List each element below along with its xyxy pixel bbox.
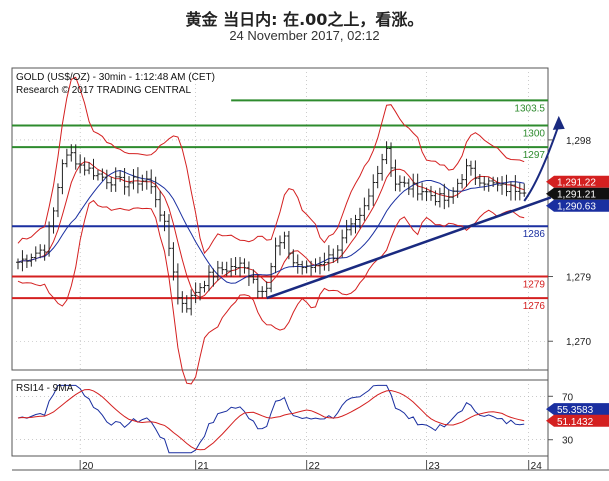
rsi-badge bbox=[546, 403, 609, 416]
time-tick-label: 22 bbox=[309, 461, 321, 472]
upper-band bbox=[17, 76, 525, 255]
price-tick-label: 1,298 bbox=[566, 136, 591, 147]
copyright-label: Research © 2017 TRADING CENTRAL bbox=[16, 85, 191, 96]
level-label: 1286 bbox=[523, 229, 546, 240]
rsi-badge bbox=[546, 414, 609, 427]
level-label: 1300 bbox=[523, 129, 546, 140]
instrument-label: GOLD (US$/OZ) - 30min - 1:12:48 AM (CET) bbox=[16, 72, 215, 83]
price-panel-frame bbox=[11, 67, 549, 371]
rsi-badge-label: 55.3583 bbox=[557, 405, 594, 416]
trendline bbox=[266, 196, 552, 300]
price-badge-label: 1,291.22 bbox=[557, 178, 596, 189]
rsi-panel-frame bbox=[11, 379, 549, 457]
price-badge-label: 1,291.21 bbox=[557, 190, 596, 201]
level-label: 1303.5 bbox=[514, 103, 545, 114]
level-label: 1276 bbox=[523, 301, 546, 312]
page-subtitle: 24 November 2017, 02:12 bbox=[229, 28, 380, 43]
target-arrow bbox=[523, 121, 561, 202]
rsi-line bbox=[17, 384, 525, 454]
rsi-ma-line bbox=[17, 388, 525, 451]
price-tick-label: 1,270 bbox=[566, 337, 591, 348]
header: 黄金 当日内: 在.00之上，看涨。 24 November 2017, 02:… bbox=[0, 0, 609, 52]
time-tick-label: 21 bbox=[198, 461, 210, 472]
page-title: 黄金 当日内: 在.00之上，看涨。 bbox=[185, 10, 424, 29]
rsi-badge-label: 51.1432 bbox=[557, 417, 594, 428]
lower-band bbox=[17, 199, 525, 385]
price-badge-label: 1,290.63 bbox=[557, 202, 596, 213]
time-tick-label: 20 bbox=[82, 461, 94, 472]
price-badge bbox=[546, 175, 609, 188]
rsi-tick-label: 70 bbox=[562, 392, 574, 403]
price-badge bbox=[546, 199, 609, 212]
rsi-title: RSI14 - 9MA bbox=[16, 383, 74, 394]
target-arrowhead bbox=[552, 115, 565, 130]
level-label: 1297 bbox=[523, 150, 546, 161]
rsi-tick-label: 30 bbox=[562, 436, 574, 447]
price-badge bbox=[546, 187, 609, 200]
time-tick-label: 23 bbox=[429, 461, 441, 472]
level-label: 1279 bbox=[523, 280, 546, 291]
price-tick-label: 1,279 bbox=[566, 273, 591, 284]
time-tick-label: 24 bbox=[531, 461, 543, 472]
